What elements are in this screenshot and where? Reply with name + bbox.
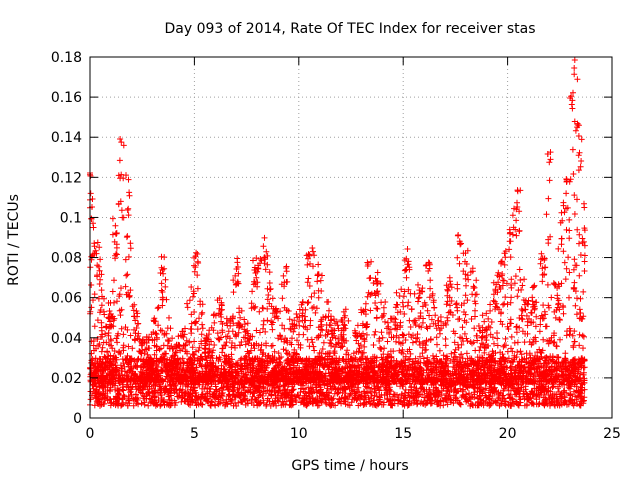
y-tick-label: 0.08 (51, 251, 82, 267)
y-tick-label: 0.14 (51, 130, 82, 146)
x-tick-label: 25 (603, 426, 621, 442)
x-axis-label: GPS time / hours (291, 458, 408, 474)
x-tick-label: 15 (394, 426, 412, 442)
x-tick-label: 20 (499, 426, 517, 442)
roti-points (87, 57, 588, 409)
y-tick-label: 0.06 (51, 291, 82, 307)
y-tick-label: 0.04 (51, 331, 82, 347)
plot-frame (89, 56, 613, 419)
axis-ticks (89, 56, 613, 419)
x-tick-label: 5 (190, 426, 199, 442)
x-tick-label: 10 (290, 426, 308, 442)
x-tick-label: 0 (86, 426, 95, 442)
y-tick-label: 0.1 (60, 210, 82, 226)
y-tick-label: 0.02 (51, 371, 82, 387)
chart-title: Day 093 of 2014, Rate Of TEC Index for r… (164, 21, 535, 37)
y-tick-label: 0 (73, 411, 82, 427)
tick-labels: 0 5 10 15 20 25 0 0.02 0.04 0.06 0.08 0.1 0.12 0.14 0.… (51, 50, 621, 442)
y-tick-label: 0.12 (51, 170, 82, 186)
y-tick-label: 0.18 (51, 50, 82, 66)
y-axis-label: ROTI / TECUs (6, 194, 22, 286)
y-tick-label: 0.16 (51, 90, 82, 106)
data-points (87, 57, 588, 409)
